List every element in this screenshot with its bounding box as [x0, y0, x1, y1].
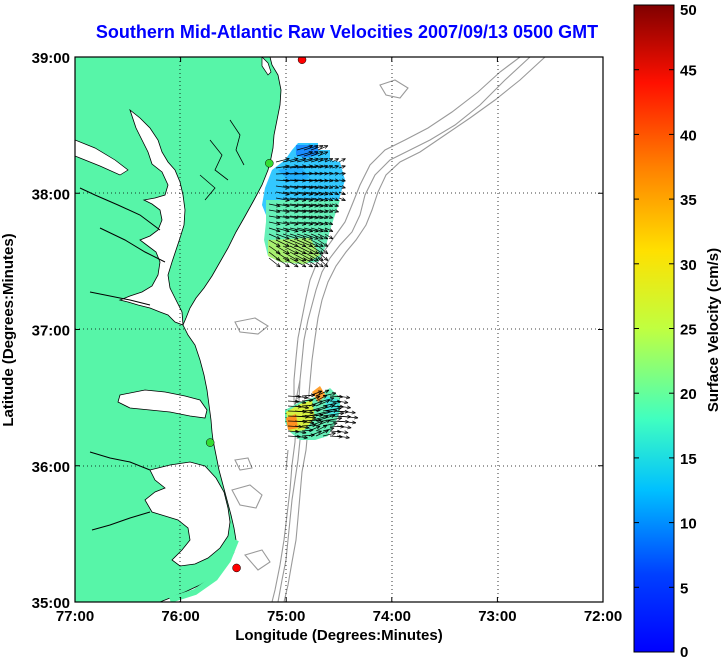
ches-upper-inlets	[75, 139, 129, 176]
albemarle-sound	[117, 389, 208, 419]
bathymetry-contours	[231, 57, 546, 602]
colorbar-scale	[633, 4, 675, 653]
radar-station-green	[205, 438, 215, 447]
x-tick-label: 77:00	[56, 608, 94, 625]
colorbar-tick-label: 30	[680, 257, 697, 274]
colorbar-tick-label: 10	[680, 516, 697, 533]
x-axis-label: Longitude (Degrees:Minutes)	[235, 627, 443, 644]
potomac-river	[79, 187, 161, 231]
x-tick-label: 72:00	[584, 608, 622, 625]
y-axis-label: Latitude (Degrees:Minutes)	[0, 233, 17, 426]
x-tick-label: 73:00	[478, 608, 516, 625]
colorbar-tick-label: 5	[680, 580, 688, 597]
colorbar-ticks: 0 5 10 15 20 25 30 35 40 45 50	[634, 2, 697, 659]
radar-station-red	[232, 563, 241, 573]
y-tick-label: 35:00	[32, 595, 70, 612]
colorbar-tick-label: 20	[680, 386, 697, 403]
outer-banks-shoal	[169, 538, 239, 602]
y-tick-label: 39:00	[32, 50, 70, 67]
colorbar-label: Surface Velocity (cm/s)	[705, 248, 722, 412]
delaware-bay	[261, 57, 272, 76]
y-tick-label: 37:00	[32, 323, 70, 340]
neuse-river	[91, 511, 151, 531]
colorbar-tick-label: 25	[680, 322, 697, 339]
velocity-vectors-north	[268, 144, 346, 268]
x-axis-ticks: 77:00 76:00 75:00 74:00 73:00 72:00	[56, 57, 622, 625]
map-title: Southern Mid-Atlantic Raw Velocities 200…	[95, 22, 599, 42]
colorbar-tick-label: 15	[680, 451, 697, 468]
x-tick-label: 74:00	[373, 608, 411, 625]
eastern-shore-inlets	[199, 119, 245, 201]
radar-station-green	[265, 159, 274, 168]
velocity-vectors-south	[287, 389, 359, 440]
radar-stations	[205, 57, 307, 573]
rappahannock-river	[99, 227, 166, 263]
colorbar-tick-label: 40	[680, 127, 697, 144]
colorbar-tick-label: 50	[680, 2, 697, 19]
x-tick-label: 75:00	[267, 608, 305, 625]
james-river	[89, 291, 151, 306]
lat-lon-grid	[75, 57, 603, 602]
y-tick-label: 38:00	[32, 186, 70, 203]
colorbar-tick-label: 45	[680, 63, 697, 80]
y-axis-ticks: 35:00 36:00 37:00 38:00 39:00	[32, 50, 603, 612]
radar-station-red	[297, 57, 307, 64]
colorbar-tick-label: 0	[680, 644, 688, 659]
y-tick-label: 36:00	[32, 459, 70, 476]
colorbar-tick-label: 35	[680, 192, 697, 209]
x-tick-label: 76:00	[161, 608, 199, 625]
chesapeake-bay	[118, 108, 186, 326]
